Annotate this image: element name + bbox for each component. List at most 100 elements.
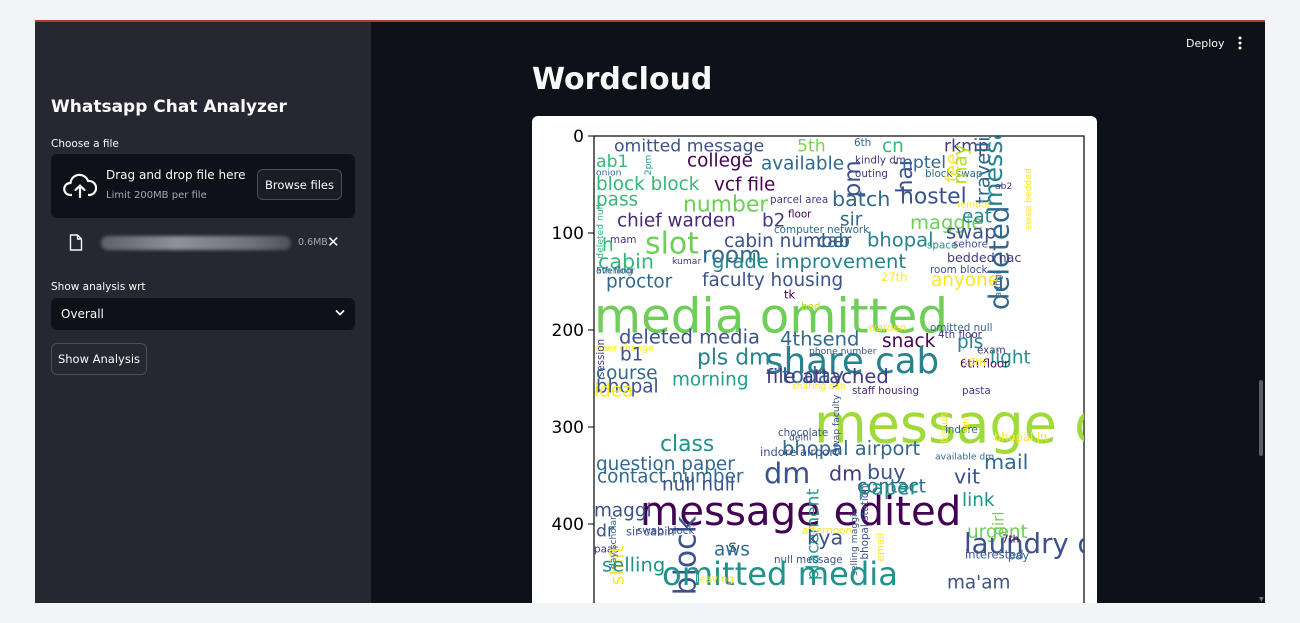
- wordcloud-word: contact: [857, 476, 926, 497]
- wordcloud-word: today: [782, 364, 844, 389]
- wordcloud-word: course: [596, 363, 657, 384]
- file-name-redacted: [101, 236, 291, 250]
- wordcloud-word: 4thsend: [780, 327, 859, 350]
- wordcloud-word: placement: [804, 488, 824, 580]
- wordcloud-word: nptel: [902, 153, 946, 173]
- wordcloud-word: vit: [954, 465, 980, 489]
- wordcloud-word: class: [660, 432, 714, 457]
- wordcloud-word: media omitted: [594, 288, 948, 344]
- wordcloud-word: 6th floor: [960, 356, 1009, 370]
- cloud-upload-icon: [63, 173, 97, 199]
- wordcloud-word: faculty housing: [702, 270, 843, 291]
- wordcloud-word: paper: [858, 475, 919, 499]
- app-window: Whatsapp Chat Analyzer Choose a file Dra…: [35, 20, 1265, 603]
- wordcloud-word: omitted media: [662, 555, 898, 593]
- chevron-down-icon: [335, 310, 345, 316]
- wordcloud-word: sir: [840, 210, 863, 231]
- wordcloud-word: number: [683, 192, 768, 217]
- wordcloud-word: message edited: [640, 489, 961, 535]
- kebab-menu-icon[interactable]: [1236, 35, 1244, 51]
- wordcloud-word: indore: [945, 424, 978, 436]
- wordcloud-word: phone number: [809, 346, 877, 357]
- wordcloud-word: paas: [594, 543, 619, 555]
- wordcloud-word: may: [950, 144, 971, 184]
- analysis-select[interactable]: Overall: [51, 298, 355, 330]
- wordcloud-word: afternoon: [802, 525, 852, 537]
- wordcloud-word: link: [962, 490, 995, 511]
- wordcloud-word: available dm: [935, 452, 994, 463]
- wordcloud-word: mam: [610, 234, 637, 246]
- deploy-button[interactable]: Deploy: [1186, 37, 1225, 50]
- wordcloud-word: sehore: [953, 239, 988, 251]
- wordcloud-word: indore airport: [760, 445, 839, 459]
- wordcloud-chart: 0 100 200 300 400 omitted message 5th 6th cn rkm…: [552, 127, 1085, 603]
- wordcloud-word: 5th floor: [596, 265, 635, 276]
- y-tick-label: 100: [552, 224, 584, 244]
- plot-frame: [593, 135, 1085, 603]
- wordcloud-word: buy: [867, 460, 906, 484]
- file-dropzone[interactable]: Drag and drop file here Limit 200MB per …: [51, 154, 355, 218]
- wordcloud-word: grade improvement: [712, 250, 906, 273]
- wordcloud-word: cab: [817, 231, 850, 252]
- wordcloud-word: light: [990, 347, 1031, 368]
- wordcloud-word: h: [602, 235, 614, 256]
- y-tick-label: 300: [552, 418, 584, 438]
- wordcloud-word: exam: [977, 344, 1006, 356]
- dropzone-limit: Limit 200MB per file: [106, 190, 207, 201]
- file-uploader-label: Choose a file: [51, 138, 119, 150]
- y-tick-label: 400: [552, 515, 584, 535]
- wordcloud-word: pls dm: [697, 346, 770, 371]
- wordcloud-word: pm: [840, 160, 866, 197]
- wordcloud-word: room: [702, 242, 762, 268]
- wordcloud-word: bhopal airport: [782, 437, 921, 460]
- wordcloud-word: sharing cab: [792, 381, 846, 392]
- wordcloud-word: aungi: [993, 272, 1004, 298]
- wordcloud-word: bedded nac: [947, 250, 1021, 265]
- remove-file-icon[interactable]: ✕: [327, 233, 340, 251]
- wordcloud-word: mail: [984, 450, 1028, 474]
- wordcloud-word: space: [927, 240, 957, 252]
- wordcloud-word: pls: [957, 332, 983, 353]
- wordcloud-word: cn: [882, 136, 904, 157]
- wordcloud-word: selling: [602, 553, 665, 576]
- browse-files-button[interactable]: Browse files: [257, 169, 342, 200]
- wordcloud-word: cabin number: [724, 231, 852, 252]
- wordcloud-word: 4th floor: [938, 329, 983, 341]
- wordcloud-word: 9th: [961, 418, 972, 433]
- wordcloud-word: delhi: [789, 432, 811, 443]
- wordcloud-word: ab1: [596, 152, 629, 172]
- wordcloud-word: block block: [596, 174, 700, 195]
- wordcloud-word: file attached: [766, 365, 889, 388]
- wordcloud-word: block swap: [925, 168, 983, 180]
- wordcloud-word: null null: [662, 474, 735, 495]
- wordcloud-word: 6th: [854, 137, 871, 149]
- y-tick-label: 0: [573, 127, 584, 147]
- wordcloud-word: dr: [596, 522, 615, 542]
- wordcloud-word: bed: [801, 301, 821, 313]
- main-scrollbar[interactable]: [1259, 380, 1263, 456]
- wordcloud-word: pasta: [962, 385, 991, 397]
- wordcloud-word: bhopal: [596, 376, 659, 397]
- wordcloud-word: pass: [596, 189, 638, 210]
- wordcloud-word: leaving: [696, 573, 734, 585]
- wordcloud-word: batch: [832, 187, 890, 211]
- wordcloud-word: question paper: [596, 454, 735, 475]
- wordcloud-word: room block: [930, 264, 988, 276]
- wordcloud-word: idea: [594, 380, 633, 401]
- wordcloud-word: anyone: [931, 270, 999, 291]
- wordcloud-word: ma'am: [947, 572, 1010, 593]
- file-size: 0.6MB: [298, 237, 328, 248]
- wordcloud-word: bhopal station: [859, 485, 871, 559]
- wordcloud-word: 2pm: [643, 155, 654, 176]
- wordcloud-word: ab2: [995, 181, 1012, 192]
- wordcloud-word: girl: [990, 512, 1008, 536]
- show-analysis-button[interactable]: Show Analysis: [51, 343, 147, 375]
- wordcloud-word: pay: [1008, 549, 1029, 563]
- scroll-down-arrow[interactable]: ▼: [1259, 596, 1264, 603]
- wordcloud-word: session: [595, 339, 607, 377]
- wordcloud-word: tk: [784, 288, 796, 302]
- wordcloud-word: chocolate: [778, 427, 828, 439]
- wordcloud-word: slot: [645, 226, 699, 261]
- wordcloud-word: vcf file: [714, 175, 775, 196]
- wordcloud-word: cabin: [598, 249, 654, 273]
